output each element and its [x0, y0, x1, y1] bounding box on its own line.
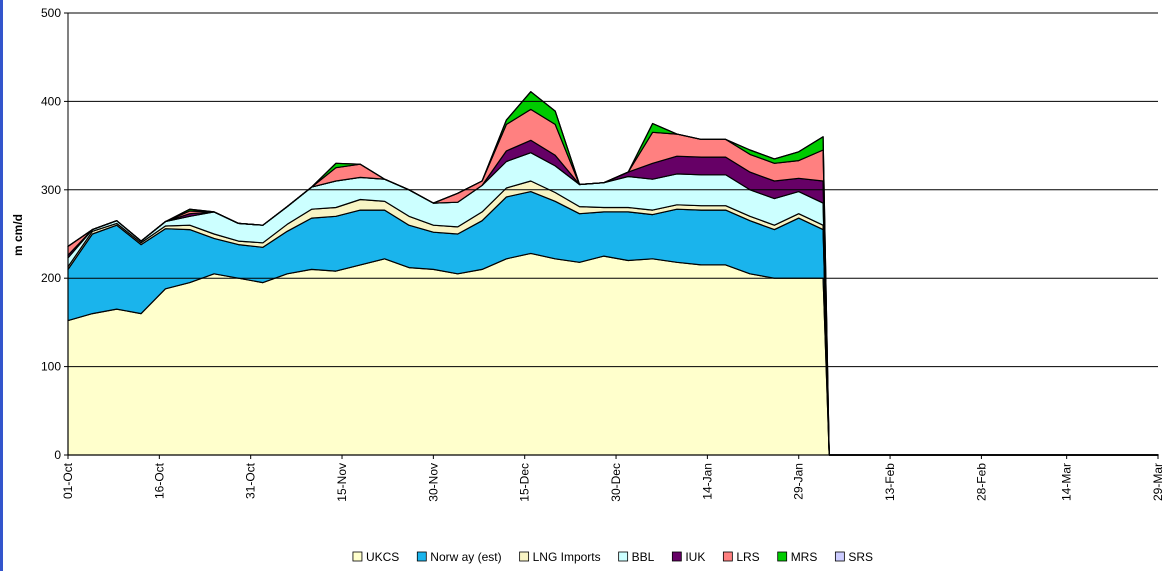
legend-item: BBL	[618, 550, 655, 564]
y-tick-label: 400	[41, 94, 61, 108]
area	[67, 252, 1159, 456]
legend-swatch	[722, 551, 733, 562]
legend-swatch	[519, 551, 530, 562]
x-tick-label: 28-Feb	[974, 463, 988, 501]
y-tick-label: 200	[41, 271, 61, 285]
legend-swatch	[416, 551, 427, 562]
legend-item: LNG Imports	[519, 550, 601, 564]
legend-swatch	[618, 551, 629, 562]
legend: UKCS Norw ay (est) LNG Imports BBL IUK LRS MRS…	[352, 550, 873, 564]
legend-swatch	[777, 551, 788, 562]
legend-label: SRS	[848, 550, 873, 564]
areas	[67, 91, 1159, 456]
legend-item: LRS	[722, 550, 760, 564]
x-tick-label: 01-Oct	[61, 462, 75, 499]
legend-swatch	[352, 551, 363, 562]
legend-label: UKCS	[366, 550, 399, 564]
legend-label: Norw ay (est)	[430, 550, 501, 564]
x-tick-label: 29-Jan	[792, 463, 806, 500]
y-tick-label: 0	[54, 448, 61, 462]
page-edge	[0, 0, 3, 571]
legend-swatch	[834, 551, 845, 562]
legend-item: UKCS	[352, 550, 399, 564]
x-tick-label: 15-Dec	[518, 463, 532, 502]
x-tick-label: 13-Feb	[883, 463, 897, 501]
y-tick-label: 100	[41, 360, 61, 374]
legend-item: IUK	[671, 550, 705, 564]
y-tick-label: 300	[41, 183, 61, 197]
legend-label: LRS	[736, 550, 759, 564]
y-tick-label: 500	[41, 6, 61, 20]
x-tick-label: 30-Nov	[426, 463, 440, 502]
x-tick-label: 16-Oct	[152, 462, 166, 499]
legend-label: IUK	[685, 550, 705, 564]
x-tick-label: 14-Mar	[1060, 463, 1074, 501]
legend-item: Norw ay (est)	[416, 550, 502, 564]
legend-label: BBL	[632, 550, 655, 564]
x-tick-label: 31-Oct	[244, 462, 258, 499]
x-tick-label: 14-Jan	[700, 463, 714, 500]
legend-label: MRS	[791, 550, 818, 564]
x-tick-label: 29-Mar	[1151, 463, 1165, 501]
x-tick-label: 15-Nov	[335, 463, 349, 502]
x-tick-label: 30-Dec	[609, 463, 623, 502]
legend-item: SRS	[834, 550, 873, 564]
legend-item: MRS	[777, 550, 818, 564]
y-axis-label: m cm/d	[11, 214, 25, 256]
legend-swatch	[671, 551, 682, 562]
legend-label: LNG Imports	[533, 550, 601, 564]
